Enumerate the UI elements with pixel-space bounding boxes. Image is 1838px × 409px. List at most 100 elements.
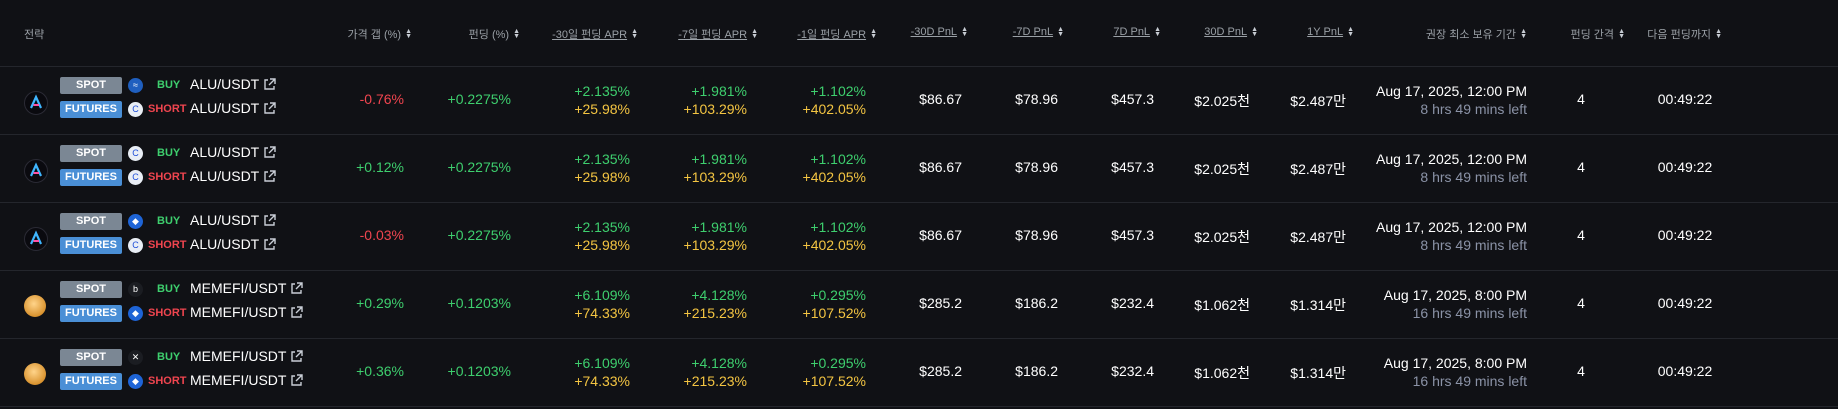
- sort-icon: ▲ ▼: [961, 26, 968, 38]
- header-funding[interactable]: 펀딩 (%) ▲ ▼: [468, 28, 520, 41]
- table-row[interactable]: SPOT FUTURES ≈ C BUY SHORT ALU/USDT ALU/…: [0, 67, 1838, 135]
- table-row[interactable]: SPOT FUTURES C C BUY SHORT ALU/USDT ALU/…: [0, 135, 1838, 203]
- price-gap: +0.36%: [356, 363, 404, 379]
- sort-icon: ▲ ▼: [1251, 26, 1258, 38]
- external-link-icon[interactable]: [263, 102, 276, 114]
- next-funding-countdown: 00:49:22: [1657, 363, 1713, 379]
- hold-date: Aug 17, 2025, 8:00 PM: [1383, 287, 1527, 303]
- pnl30: $1.062천: [1194, 297, 1250, 313]
- hold-period: Aug 17, 2025, 12:00 PM 8 hrs 49 mins lef…: [1376, 218, 1527, 254]
- spot-badge: SPOT: [60, 281, 122, 298]
- apr30-cell: +2.135% +25.98%: [574, 150, 630, 186]
- futures-pair-link[interactable]: MEMEFI/USDT: [190, 372, 304, 388]
- header-apr7[interactable]: -7일 펀딩 APR ▲ ▼: [678, 28, 758, 41]
- apr30-annual: +25.98%: [574, 169, 630, 185]
- short-label: SHORT: [148, 103, 187, 115]
- funding-rate: +0.2275%: [447, 91, 511, 107]
- hold-time-left: 8 hrs 49 mins left: [1420, 101, 1527, 117]
- futures-pair: MEMEFI/USDT: [190, 304, 287, 320]
- futures-badge: FUTURES: [60, 373, 122, 390]
- futures-badge: FUTURES: [60, 237, 122, 254]
- pnl30: $2.025천: [1194, 161, 1250, 177]
- header-price-gap[interactable]: 가격 갭 (%) ▲ ▼: [347, 28, 412, 41]
- buy-label: BUY: [157, 283, 181, 295]
- apr7-cell: +1.981% +103.29%: [684, 218, 747, 254]
- table-row[interactable]: SPOT FUTURES ✕ ◆ BUY SHORT MEMEFI/USDT M…: [0, 339, 1838, 407]
- spot-badge: SPOT: [60, 145, 122, 162]
- next-funding-countdown: 00:49:22: [1657, 227, 1713, 243]
- short-label: SHORT: [148, 307, 187, 319]
- funding-rate: +0.2275%: [447, 159, 511, 175]
- table-row[interactable]: SPOT FUTURES b ◆ BUY SHORT MEMEFI/USDT M…: [0, 271, 1838, 339]
- funding-interval: 4: [1577, 363, 1585, 379]
- price-gap: -0.03%: [359, 227, 404, 243]
- apr30-period: +6.109%: [574, 355, 630, 371]
- hold-time-left: 8 hrs 49 mins left: [1420, 237, 1527, 253]
- sort-icon: ▲ ▼: [1715, 28, 1722, 40]
- apr7-annual: +215.23%: [683, 373, 747, 389]
- alu-logo-icon: [24, 159, 48, 183]
- sort-icon: ▲ ▼: [1057, 26, 1064, 38]
- futures-pair-link[interactable]: MEMEFI/USDT: [190, 304, 304, 320]
- pnl1y: $1.314만: [1290, 365, 1346, 381]
- spot-badge: SPOT: [60, 77, 122, 94]
- futures-pair-link[interactable]: ALU/USDT: [190, 168, 276, 184]
- pnl7-past: $186.2: [1015, 363, 1058, 379]
- exchange-bitget-icon: b: [128, 282, 143, 297]
- spot-pair-link[interactable]: ALU/USDT: [190, 144, 276, 160]
- header-interval[interactable]: 펀딩 간격 ▲ ▼: [1570, 28, 1625, 41]
- pnl30: $1.062천: [1194, 365, 1250, 381]
- futures-badge: FUTURES: [60, 169, 122, 186]
- header-pnl30[interactable]: 30D PnL ▲ ▼: [1204, 26, 1258, 38]
- header-pnl7[interactable]: 7D PnL ▲ ▼: [1113, 26, 1161, 38]
- external-link-icon[interactable]: [290, 282, 304, 294]
- exchange-drop-icon: ◆: [128, 214, 143, 229]
- spot-pair-link[interactable]: MEMEFI/USDT: [190, 280, 304, 296]
- apr1-period: +0.295%: [810, 355, 866, 371]
- external-link-icon[interactable]: [263, 146, 276, 158]
- header-apr1[interactable]: -1일 펀딩 APR ▲ ▼: [797, 28, 877, 41]
- header-next-funding[interactable]: 다음 펀딩까지 ▲ ▼: [1647, 28, 1722, 41]
- table-row[interactable]: SPOT FUTURES ◆ C BUY SHORT ALU/USDT ALU/…: [0, 203, 1838, 271]
- header-hold[interactable]: 권장 최소 보유 기간 ▲ ▼: [1425, 28, 1527, 41]
- futures-pair-link[interactable]: ALU/USDT: [190, 236, 276, 252]
- pnl30-past: $285.2: [919, 295, 962, 311]
- funding-interval: 4: [1577, 227, 1585, 243]
- funding-rate: +0.1203%: [447, 295, 511, 311]
- external-link-icon[interactable]: [263, 238, 276, 250]
- apr30-period: +2.135%: [574, 83, 630, 99]
- spot-pair-link[interactable]: ALU/USDT: [190, 212, 276, 228]
- hold-period: Aug 17, 2025, 8:00 PM 16 hrs 49 mins lef…: [1384, 286, 1527, 322]
- apr7-cell: +4.128% +215.23%: [684, 286, 747, 322]
- apr30-annual: +25.98%: [574, 237, 630, 253]
- spot-pair-link[interactable]: ALU/USDT: [190, 76, 276, 92]
- apr1-annual: +402.05%: [802, 101, 866, 117]
- spot-pair-link[interactable]: MEMEFI/USDT: [190, 348, 304, 364]
- exchange-c-icon: C: [128, 146, 143, 161]
- pnl7: $457.3: [1111, 159, 1154, 175]
- external-link-icon[interactable]: [263, 78, 276, 90]
- next-funding-countdown: 00:49:22: [1657, 295, 1713, 311]
- apr30-cell: +2.135% +25.98%: [574, 218, 630, 254]
- external-link-icon[interactable]: [290, 374, 304, 386]
- external-link-icon[interactable]: [263, 170, 276, 182]
- hold-date: Aug 17, 2025, 12:00 PM: [1376, 151, 1527, 167]
- apr1-annual: +402.05%: [802, 237, 866, 253]
- apr7-period: +4.128%: [691, 287, 747, 303]
- short-label: SHORT: [148, 171, 187, 183]
- apr7-cell: +1.981% +103.29%: [684, 150, 747, 186]
- apr1-annual: +107.52%: [802, 373, 866, 389]
- external-link-icon[interactable]: [263, 214, 276, 226]
- header-pnl7-past[interactable]: -7D PnL ▲ ▼: [1012, 26, 1064, 38]
- spot-badge: SPOT: [60, 349, 122, 366]
- external-link-icon[interactable]: [290, 306, 304, 318]
- header-apr30[interactable]: -30일 펀딩 APR ▲ ▼: [552, 28, 638, 41]
- exchange-okx-icon: ✕: [128, 350, 143, 365]
- external-link-icon[interactable]: [290, 350, 304, 362]
- futures-pair-link[interactable]: ALU/USDT: [190, 100, 276, 116]
- pnl7-past: $78.96: [1015, 159, 1058, 175]
- header-pnl1y[interactable]: 1Y PnL ▲ ▼: [1307, 26, 1354, 38]
- sort-icon: ▲ ▼: [1520, 28, 1527, 40]
- header-pnl30-past[interactable]: -30D PnL ▲ ▼: [910, 26, 968, 38]
